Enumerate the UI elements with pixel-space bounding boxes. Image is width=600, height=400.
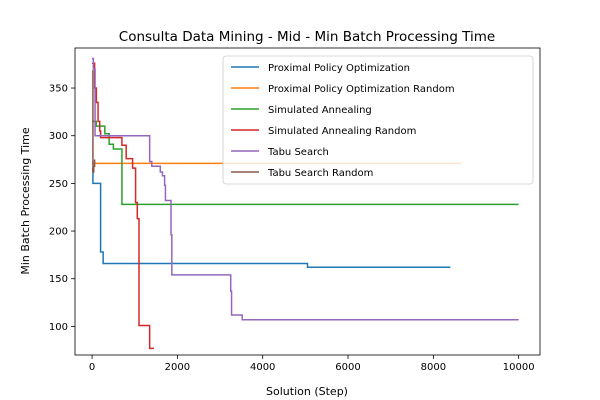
y-tick-label-2: 200 (49, 227, 68, 238)
legend: Proximal Policy Optimization Proximal Pol… (222, 55, 534, 185)
y-tick-label-3: 250 (49, 179, 68, 190)
legend-label-3: Simulated Annealing Random (268, 126, 416, 137)
x-tick-label-4: 8000 (421, 362, 446, 373)
y-tick-label-0: 100 (49, 322, 68, 333)
x-tick-label-2: 4000 (250, 362, 275, 373)
series-line-4 (92, 57, 519, 321)
legend-label-2: Simulated Annealing (268, 105, 372, 116)
chart-title: Consulta Data Mining - Mid - Min Batch P… (119, 29, 495, 45)
y-tick-label-5: 350 (49, 84, 68, 95)
series-line-3 (92, 62, 154, 350)
plot-frame (74, 47, 541, 356)
legend-label-0: Proximal Policy Optimization (268, 63, 410, 74)
x-tick-label-0: 0 (89, 362, 95, 373)
y-axis-title: Min Batch Processing Time (19, 127, 32, 275)
series-line-2 (92, 120, 519, 206)
legend-label-1: Proximal Policy Optimization Random (268, 84, 455, 95)
y-tick-label-1: 150 (49, 274, 68, 285)
x-axis-title: Solution (Step) (266, 385, 348, 398)
legend-label-4: Tabu Search (267, 147, 329, 158)
legend-box (222, 55, 534, 185)
series-line-0 (92, 168, 451, 269)
y-axis: 100 150 200 250 300 350 (49, 84, 75, 333)
series-line-5 (92, 70, 96, 173)
x-axis: 0 2000 4000 6000 8000 10000 (89, 355, 535, 373)
x-tick-label-5: 10000 (503, 362, 535, 373)
y-tick-label-4: 300 (49, 131, 68, 142)
x-tick-label-3: 6000 (335, 362, 360, 373)
x-tick-label-1: 2000 (165, 362, 190, 373)
legend-label-5: Tabu Search Random (267, 168, 373, 179)
